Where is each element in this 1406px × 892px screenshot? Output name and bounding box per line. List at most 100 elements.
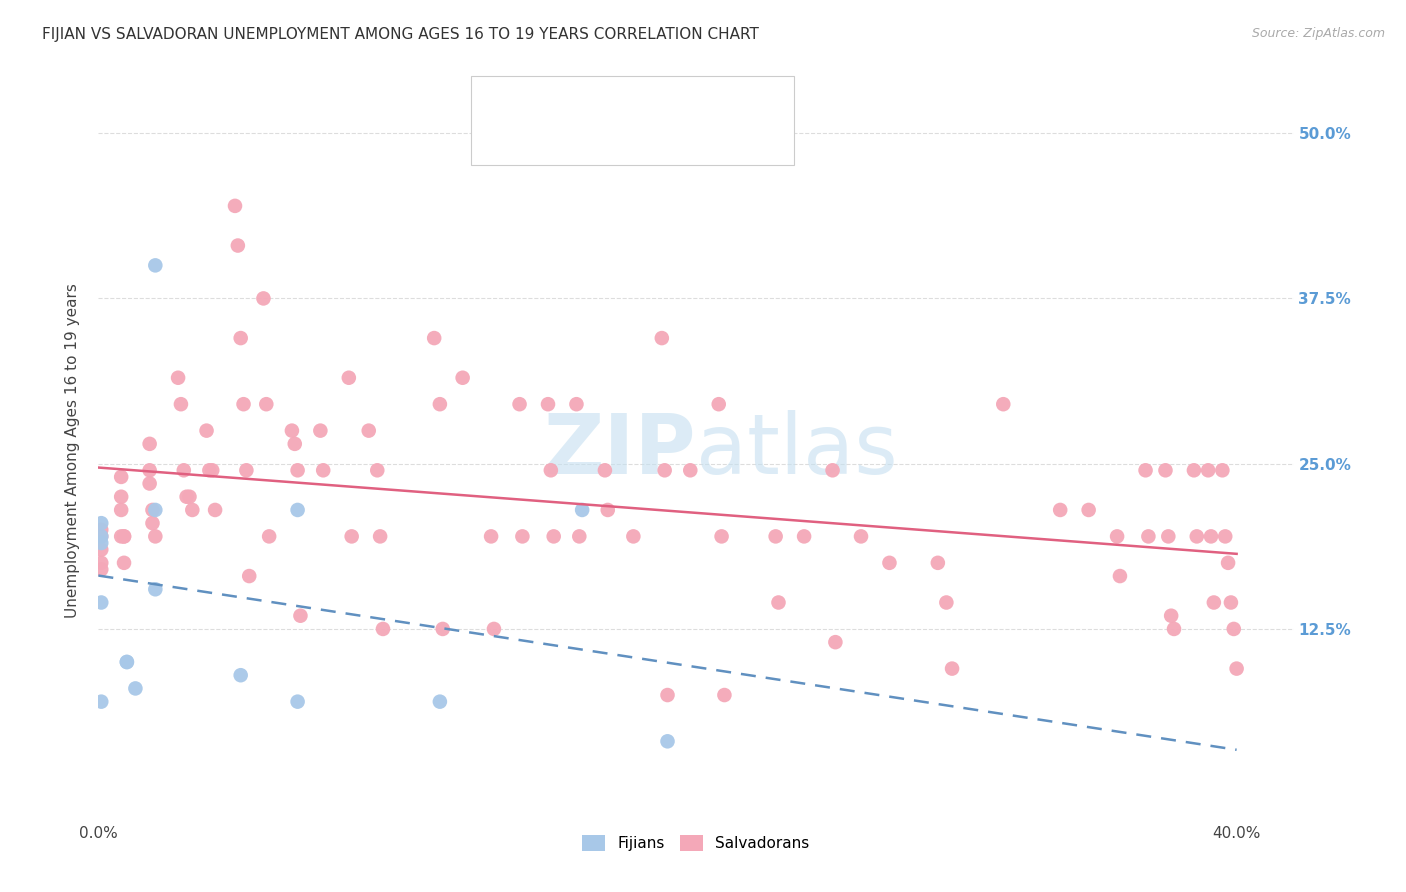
Point — [257, 529, 280, 543]
Text: 17: 17 — [664, 96, 686, 112]
Point — [254, 397, 277, 411]
Point — [201, 463, 224, 477]
Point — [181, 503, 204, 517]
Point — [112, 556, 135, 570]
Point — [141, 503, 163, 517]
Point — [482, 622, 505, 636]
Point — [143, 529, 166, 543]
Point — [568, 529, 591, 543]
Point — [141, 516, 163, 531]
Point — [429, 695, 451, 709]
Point — [621, 529, 644, 543]
Point — [1154, 463, 1177, 477]
Point — [115, 655, 138, 669]
Point — [1197, 463, 1219, 477]
Point — [537, 397, 560, 411]
Point — [1049, 503, 1071, 517]
Point — [110, 529, 132, 543]
Point — [1137, 529, 1160, 543]
Point — [90, 562, 112, 576]
Point — [252, 292, 274, 306]
Point — [1160, 608, 1182, 623]
Point — [879, 556, 901, 570]
Point — [179, 490, 201, 504]
Text: atlas: atlas — [696, 410, 897, 491]
Text: R =: R = — [527, 96, 562, 112]
Point — [1157, 529, 1180, 543]
Point — [543, 529, 565, 543]
Text: N =: N = — [626, 129, 662, 145]
Text: ZIP: ZIP — [544, 410, 696, 491]
Point — [90, 529, 112, 543]
Point — [849, 529, 872, 543]
Point — [679, 463, 702, 477]
Point — [284, 437, 307, 451]
Text: 117: 117 — [664, 129, 697, 145]
Point — [1202, 595, 1225, 609]
Y-axis label: Unemployment Among Ages 16 to 19 years: Unemployment Among Ages 16 to 19 years — [65, 283, 80, 618]
Point — [927, 556, 949, 570]
Point — [112, 529, 135, 543]
Point — [565, 397, 588, 411]
Point — [143, 259, 166, 273]
Point — [229, 331, 252, 345]
Text: Source: ZipAtlas.com: Source: ZipAtlas.com — [1251, 27, 1385, 40]
Point — [290, 608, 312, 623]
Point — [1211, 463, 1233, 477]
Point — [657, 734, 679, 748]
Point — [1213, 529, 1236, 543]
Point — [710, 529, 733, 543]
Point — [593, 463, 616, 477]
Point — [1182, 463, 1205, 477]
Point — [138, 463, 160, 477]
Point — [229, 668, 252, 682]
Point — [90, 523, 112, 537]
Point — [371, 622, 394, 636]
Point — [110, 490, 132, 504]
Point — [287, 695, 309, 709]
Point — [195, 424, 218, 438]
Point — [238, 569, 260, 583]
Point — [993, 397, 1015, 411]
Point — [571, 503, 593, 517]
Point — [512, 529, 534, 543]
Point — [90, 595, 112, 609]
Point — [110, 503, 132, 517]
Point — [707, 397, 730, 411]
Point — [357, 424, 380, 438]
Point — [423, 331, 446, 345]
Point — [1135, 463, 1157, 477]
Point — [138, 437, 160, 451]
Point — [204, 503, 226, 517]
Point — [143, 503, 166, 517]
Point — [1109, 569, 1132, 583]
Point — [170, 397, 193, 411]
Point — [1223, 622, 1246, 636]
Point — [768, 595, 790, 609]
Point — [368, 529, 391, 543]
Point — [479, 529, 502, 543]
Point — [110, 470, 132, 484]
Point — [509, 397, 531, 411]
Point — [540, 463, 562, 477]
Point — [287, 463, 309, 477]
Point — [765, 529, 787, 543]
Point — [232, 397, 254, 411]
Point — [176, 490, 198, 504]
Point — [90, 529, 112, 543]
Point — [226, 238, 249, 252]
Point — [198, 463, 221, 477]
Point — [821, 463, 844, 477]
Point — [90, 556, 112, 570]
Point — [143, 582, 166, 597]
Point — [451, 370, 474, 384]
Point — [1226, 662, 1249, 676]
Point — [654, 463, 676, 477]
Point — [941, 662, 963, 676]
Point — [1163, 622, 1185, 636]
Point — [935, 595, 957, 609]
Point — [287, 503, 309, 517]
Text: 0.180: 0.180 — [567, 96, 617, 112]
Point — [366, 463, 388, 477]
Point — [432, 622, 454, 636]
